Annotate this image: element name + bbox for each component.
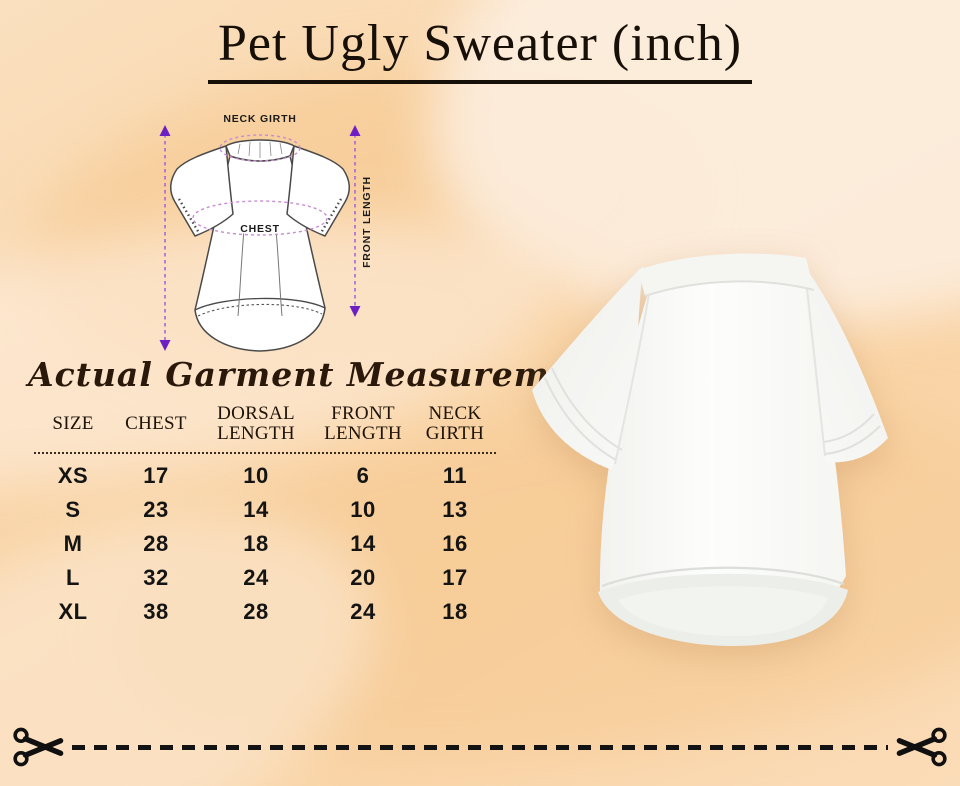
value-cell: 10 — [350, 497, 376, 522]
arrow-head-icon — [349, 306, 361, 317]
value-cell: 38 — [143, 599, 169, 624]
neck-girth-ellipse — [219, 134, 301, 162]
value-cell: 24 — [350, 599, 376, 624]
size-table: SIZE CHEST DORSAL LENGTH FRONT LENGTH NE… — [34, 399, 496, 629]
value-cell: 13 — [442, 497, 468, 522]
title-block: Pet Ugly Sweater (inch) — [0, 14, 960, 84]
value-cell: 24 — [243, 565, 269, 590]
arrow-head-icon — [159, 125, 171, 136]
arrow-head-icon — [349, 125, 361, 136]
column-header-dorsal-length: DORSAL LENGTH — [217, 403, 295, 444]
table-row: XS 17 10 6 11 — [34, 459, 496, 493]
value-cell: 18 — [442, 599, 468, 624]
value-cell: 11 — [442, 463, 468, 488]
dashed-cut-line — [72, 744, 888, 750]
size-cell: XS — [57, 463, 89, 488]
page-title: Pet Ugly Sweater (inch) — [207, 14, 753, 84]
size-cell: M — [63, 531, 83, 556]
garment-measurement-diagram: NECK GIRTH CHEST FRONT LENGTH — [148, 104, 392, 366]
value-cell: 18 — [243, 531, 269, 556]
scissors-icon — [896, 727, 947, 767]
value-cell: 28 — [143, 531, 169, 556]
size-cell: L — [66, 565, 80, 590]
value-cell: 17 — [442, 565, 468, 590]
column-header-front-length: FRONT LENGTH — [324, 403, 402, 444]
product-photo — [518, 240, 948, 670]
column-header-neck-girth: NECK GIRTH — [425, 403, 485, 444]
table-row: M 28 18 14 16 — [34, 527, 496, 561]
table-body: XS 17 10 6 11 S 23 14 10 13 M 28 18 14 1… — [34, 459, 496, 629]
size-cell: S — [65, 497, 81, 522]
cut-line — [12, 722, 948, 772]
column-header-chest: CHEST — [125, 413, 187, 435]
value-cell: 20 — [350, 565, 376, 590]
value-cell: 14 — [243, 497, 269, 522]
chest-ellipse — [192, 200, 328, 236]
value-cell: 10 — [243, 463, 269, 488]
neck-girth-label: NECK GIRTH — [223, 113, 296, 125]
column-header-size: SIZE — [52, 413, 94, 435]
scissors-icon — [13, 727, 64, 767]
value-cell: 14 — [350, 531, 376, 556]
table-row: XL 38 28 24 18 — [34, 595, 496, 629]
size-cell: XL — [58, 599, 88, 624]
value-cell: 32 — [143, 565, 169, 590]
value-cell: 23 — [143, 497, 169, 522]
table-header-row: SIZE CHEST DORSAL LENGTH FRONT LENGTH NE… — [34, 399, 496, 454]
table-row: L 32 24 20 17 — [34, 561, 496, 595]
measurements-heading: Actual Garment Measurements — [28, 355, 633, 394]
garment-diagram-drawing: NECK GIRTH CHEST FRONT LENGTH — [159, 113, 373, 352]
front-length-label: FRONT LENGTH — [361, 176, 373, 268]
value-cell: 28 — [243, 599, 269, 624]
chest-label: CHEST — [240, 223, 280, 235]
value-cell: 16 — [442, 531, 468, 556]
value-cell: 6 — [356, 463, 370, 488]
pet-sweater-image — [532, 253, 888, 646]
table-row: S 23 14 10 13 — [34, 493, 496, 527]
value-cell: 17 — [143, 463, 169, 488]
arrow-head-icon — [159, 340, 171, 351]
